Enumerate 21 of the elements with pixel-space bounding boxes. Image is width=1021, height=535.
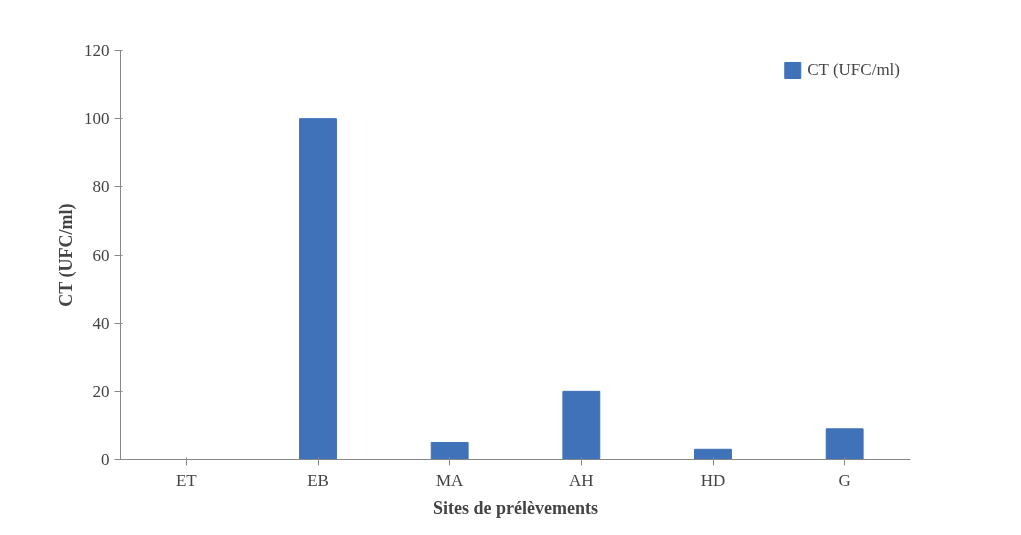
y-tick-label: 20 [92, 381, 110, 401]
y-tick-label: 80 [92, 177, 110, 197]
legend-label: CT (UFC/ml) [807, 60, 900, 80]
x-tick-label: HD [700, 470, 726, 490]
x-tick-label: ET [175, 470, 198, 490]
y-tick-label: 120 [84, 41, 110, 60]
x-tick-label: AH [569, 470, 594, 490]
bar [825, 428, 864, 460]
x-axis-title: Sites de prélèvements [433, 497, 598, 518]
x-tick-label: MA [435, 470, 465, 490]
x-tick-label: EB [307, 470, 329, 490]
y-tick-label: 40 [92, 313, 110, 333]
y-tick-label: 100 [84, 109, 110, 129]
y-tick-label: 0 [101, 450, 110, 469]
bar [299, 118, 337, 460]
bar [562, 390, 601, 460]
bar [694, 448, 732, 460]
bar [430, 441, 469, 460]
x-tick-label: G [838, 470, 851, 490]
y-tick-label: 60 [92, 245, 110, 265]
y-axis-title: CT (UFC/ml) [56, 203, 77, 307]
